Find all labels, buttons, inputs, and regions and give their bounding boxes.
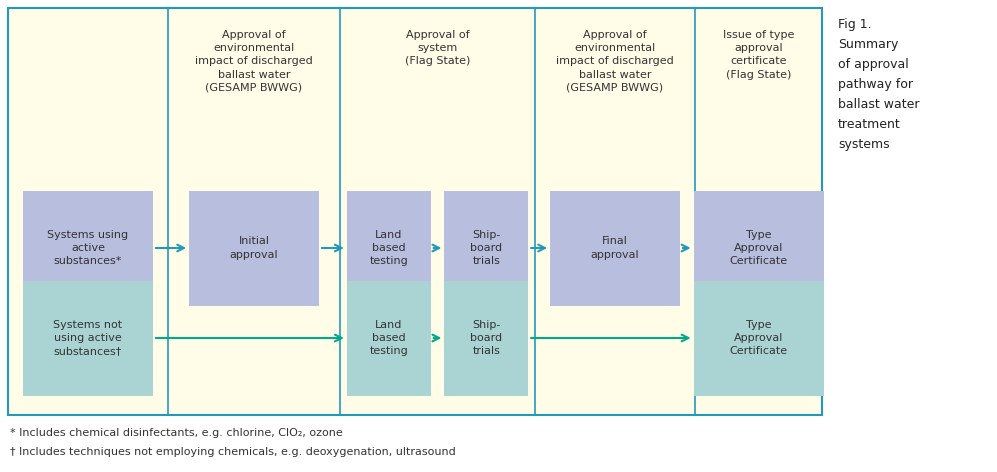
Text: Ship-
board
trials: Ship- board trials xyxy=(471,320,502,356)
Text: Type
Approval
Certificate: Type Approval Certificate xyxy=(730,320,788,356)
Text: Summary: Summary xyxy=(838,38,898,51)
Bar xyxy=(694,191,824,305)
Text: Issue of type
approval
certificate
(Flag State): Issue of type approval certificate (Flag… xyxy=(723,30,795,80)
Bar xyxy=(445,191,528,305)
Text: pathway for: pathway for xyxy=(838,78,913,91)
Text: Land
based
testing: Land based testing xyxy=(369,320,408,356)
Bar xyxy=(8,8,822,415)
Bar xyxy=(347,191,431,305)
Text: Final
approval: Final approval xyxy=(590,236,639,260)
Text: Approval of
environmental
impact of discharged
ballast water
(GESAMP BWWG): Approval of environmental impact of disc… xyxy=(556,30,674,93)
Text: treatment: treatment xyxy=(838,118,900,131)
Bar xyxy=(23,191,153,305)
Bar xyxy=(694,280,824,396)
Text: Approval of
environmental
impact of discharged
ballast water
(GESAMP BWWG): Approval of environmental impact of disc… xyxy=(195,30,313,93)
Bar xyxy=(189,191,319,305)
Text: * Includes chemical disinfectants, e.g. chlorine, ClO₂, ozone: * Includes chemical disinfectants, e.g. … xyxy=(10,428,343,438)
Text: † Includes techniques not employing chemicals, e.g. deoxygenation, ultrasound: † Includes techniques not employing chem… xyxy=(10,447,456,457)
Bar xyxy=(550,191,680,305)
Text: Ship-
board
trials: Ship- board trials xyxy=(471,230,502,266)
Text: Systems using
active
substances*: Systems using active substances* xyxy=(48,230,129,266)
Text: Land
based
testing: Land based testing xyxy=(369,230,408,266)
Text: Fig 1.: Fig 1. xyxy=(838,18,871,31)
Text: of approval: of approval xyxy=(838,58,908,71)
Text: systems: systems xyxy=(838,138,889,151)
Bar xyxy=(23,280,153,396)
Text: Initial
approval: Initial approval xyxy=(229,236,278,260)
Bar xyxy=(445,280,528,396)
Text: ballast water: ballast water xyxy=(838,98,919,111)
Text: Type
Approval
Certificate: Type Approval Certificate xyxy=(730,230,788,266)
Text: Approval of
system
(Flag State): Approval of system (Flag State) xyxy=(405,30,471,67)
Bar xyxy=(347,280,431,396)
Text: Systems not
using active
substances†: Systems not using active substances† xyxy=(54,320,123,356)
